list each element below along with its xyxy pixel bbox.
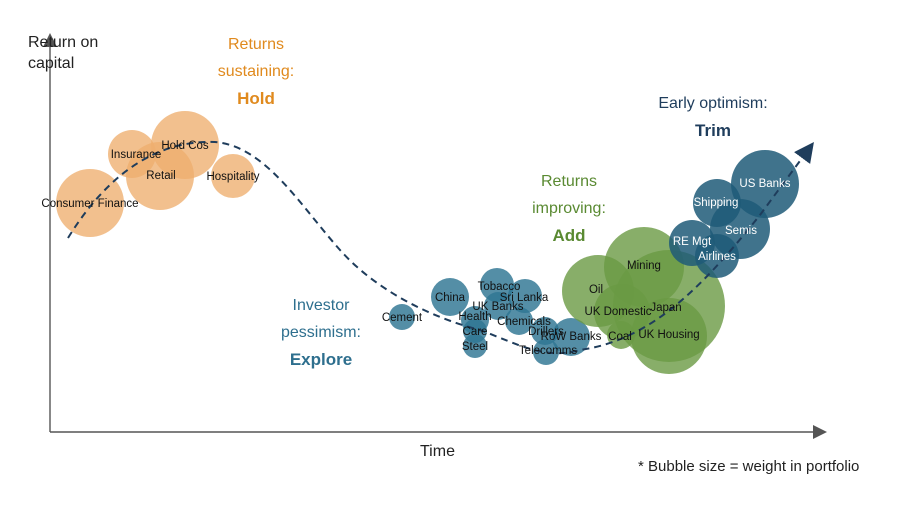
bubble-label-cement: Cement — [382, 312, 423, 324]
phase-explore-line1: Investor — [292, 297, 350, 314]
phase-hold-line2: sustaining: — [217, 63, 295, 80]
bubble-label-sri-lanka: Sri Lanka — [500, 292, 549, 304]
bubble-tobacco — [480, 268, 514, 302]
bubble-drillers — [531, 317, 559, 345]
phase-explore-action: Explore — [289, 350, 353, 369]
bubble-label-drillers: Drillers — [528, 326, 564, 338]
bubble-telecomms — [533, 339, 559, 365]
bubble-label-china: China — [435, 292, 466, 304]
bubble-label-hold-cos: Hold Cos — [161, 140, 209, 152]
bubble-label-care: Care — [463, 326, 488, 338]
bubble-label-coal: Coal — [608, 331, 632, 343]
bubble-label-semis: Semis — [725, 225, 757, 237]
bubble-consumer-finance — [56, 169, 124, 237]
y-axis-label-line1: Return on — [28, 34, 99, 51]
bubble-label-retail: Retail — [146, 170, 175, 182]
phase-trim-line1: Early optimism: — [658, 95, 768, 112]
phase-add-line1: Returns — [540, 173, 598, 190]
bubble-label-uk-housing: UK Housing — [638, 329, 699, 341]
phase-explore-label: Investor pessimism: Explore — [270, 292, 372, 373]
bubble-label-telecomms: Telecomms — [519, 345, 577, 357]
footnote: * Bubble size = weight in portfolio — [638, 458, 860, 475]
bubble-hospitality — [211, 154, 255, 198]
bubble-airlines — [695, 234, 739, 278]
phase-hold-label: Returns sustaining: Hold — [206, 31, 306, 112]
phase-trim-label: Early optimism: Trim — [650, 90, 776, 144]
bubble-steel — [463, 334, 487, 358]
bubble-label-uk-banks: UK Banks — [472, 301, 523, 313]
bubble-label-chemicals: Chemicals — [497, 316, 551, 328]
bubble-label-health: Health — [458, 311, 491, 323]
y-axis-label: Return on capital — [28, 32, 98, 74]
bubble-china — [431, 278, 469, 316]
phase-explore-line2: pessimism: — [280, 324, 361, 341]
phase-add-line2: improving: — [532, 200, 606, 217]
x-axis-label: Time — [420, 443, 455, 460]
phase-hold-line1: Returns — [227, 36, 285, 53]
bubble-coal — [607, 321, 635, 349]
phase-trim-action: Trim — [695, 121, 731, 140]
phase-add-action: Add — [552, 226, 586, 245]
bubble-row-banks — [552, 318, 590, 356]
bubble-layer — [56, 111, 799, 374]
bubble-label-consumer-finance: Consumer Finance — [41, 198, 138, 210]
bubble-label-row-banks: RoW Banks — [541, 331, 602, 343]
bubble-chemicals — [505, 307, 533, 335]
bubble-label-us-banks: US Banks — [739, 178, 790, 190]
bubble-sri-lanka — [508, 279, 542, 313]
bubble-label-mining: Mining — [627, 260, 661, 272]
bubble-label-insurance: Insurance — [111, 149, 162, 161]
bubble-label-tobacco: Tobacco — [478, 281, 521, 293]
bubble-label-shipping: Shipping — [694, 197, 739, 209]
y-axis-label-line2: capital — [28, 55, 75, 72]
bubble-label-japan: Japan — [650, 302, 681, 314]
bubble-label-hospitality: Hospitality — [206, 171, 259, 183]
phase-hold-action: Hold — [237, 89, 275, 108]
phase-add-label: Returns improving: Add — [520, 168, 618, 249]
bubble-cement — [389, 304, 415, 330]
bubble-label-airlines: Airlines — [698, 251, 736, 263]
bubble-label-re-mgt: RE Mgt — [673, 236, 712, 248]
bubble-uk-housing — [631, 298, 707, 374]
bubble-label-oil: Oil — [589, 284, 603, 296]
bubble-uk-banks — [484, 292, 512, 320]
bubble-label-uk-domestic: UK Domestic — [584, 306, 651, 318]
bubble-label-steel: Steel — [462, 341, 488, 353]
